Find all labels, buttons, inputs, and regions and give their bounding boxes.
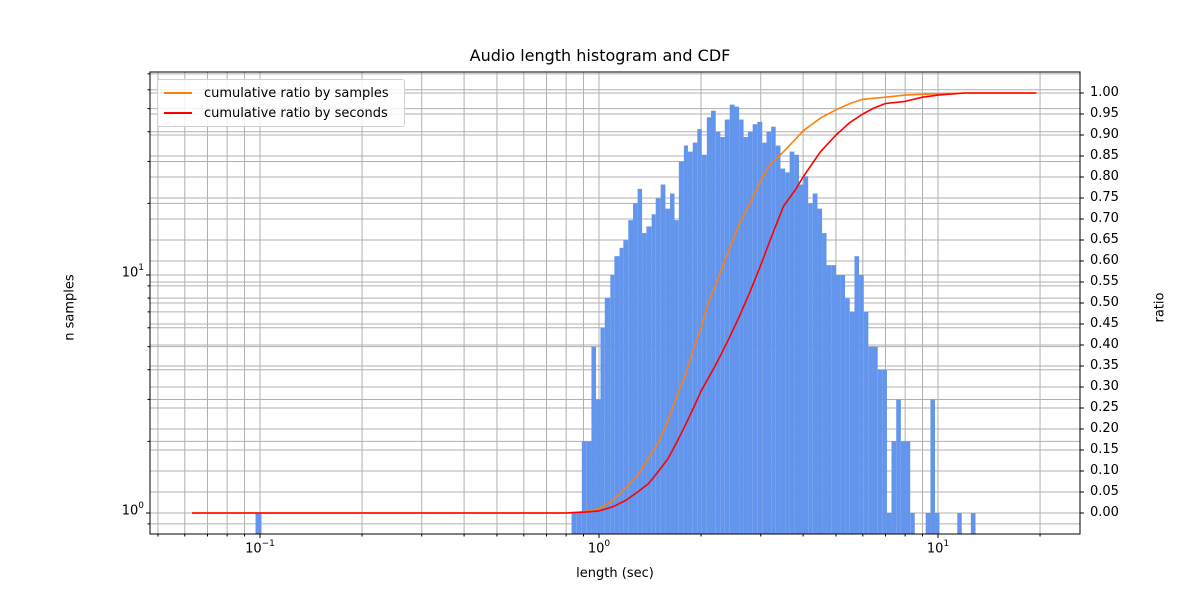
- y-right-tick-label: 0.45: [1090, 316, 1119, 331]
- y-right-tick-label: 0.95: [1090, 106, 1119, 121]
- y-right-tick-label: 0.05: [1090, 484, 1119, 499]
- y-right-tick-label: 0.65: [1090, 232, 1119, 247]
- y-right-tick-label: 0.35: [1090, 358, 1119, 373]
- y-axis-right-label: ratio: [1152, 292, 1168, 323]
- y-right-tick-label: 0.80: [1090, 169, 1119, 184]
- cdf-lines: [192, 92, 1037, 514]
- y-tick-label: 101: [121, 263, 144, 281]
- legend-item-samples: cumulative ratio by samples: [164, 83, 389, 103]
- legend-label: cumulative ratio by samples: [204, 85, 389, 101]
- x-tick-label: 101: [926, 539, 950, 557]
- y-right-tick-label: 0.90: [1090, 127, 1119, 142]
- x-axis-label: length (sec): [576, 566, 654, 581]
- legend: cumulative ratio by samples cumulative r…: [157, 79, 405, 127]
- y-tick-label: 100: [121, 501, 144, 519]
- y-right-tick-label: 0.75: [1090, 190, 1119, 205]
- chart-title: Audio length histogram and CDF: [469, 46, 731, 65]
- axis-ticks: [146, 73, 1084, 538]
- y-right-tick-label: 0.50: [1090, 295, 1119, 310]
- x-tick-label: 100: [587, 539, 611, 557]
- legend-label: cumulative ratio by seconds: [204, 105, 388, 121]
- y-right-tick-label: 0.10: [1090, 463, 1119, 478]
- y-right-tick-label: 0.55: [1090, 274, 1119, 289]
- y-right-tick-label: 1.00: [1090, 85, 1119, 100]
- x-tick-label: 10−1: [245, 539, 275, 557]
- y-right-tick-label: 0.25: [1090, 400, 1119, 415]
- y-axis-label: n samples: [62, 274, 78, 341]
- y-right-tick-label: 0.15: [1090, 442, 1119, 457]
- y-right-tick-label: 0.40: [1090, 337, 1119, 352]
- y-right-tick-label: 0.00: [1090, 505, 1119, 520]
- legend-item-seconds: cumulative ratio by seconds: [164, 103, 388, 123]
- y-right-tick-label: 0.85: [1090, 148, 1119, 163]
- legend-swatch-red: [164, 112, 192, 114]
- y-right-tick-label: 0.30: [1090, 379, 1119, 394]
- y-right-tick-label: 0.20: [1090, 421, 1119, 436]
- histogram-bars: [255, 104, 976, 535]
- y-right-tick-label: 0.60: [1090, 253, 1119, 268]
- legend-swatch-orange: [164, 92, 192, 94]
- y-right-tick-label: 0.70: [1090, 211, 1119, 226]
